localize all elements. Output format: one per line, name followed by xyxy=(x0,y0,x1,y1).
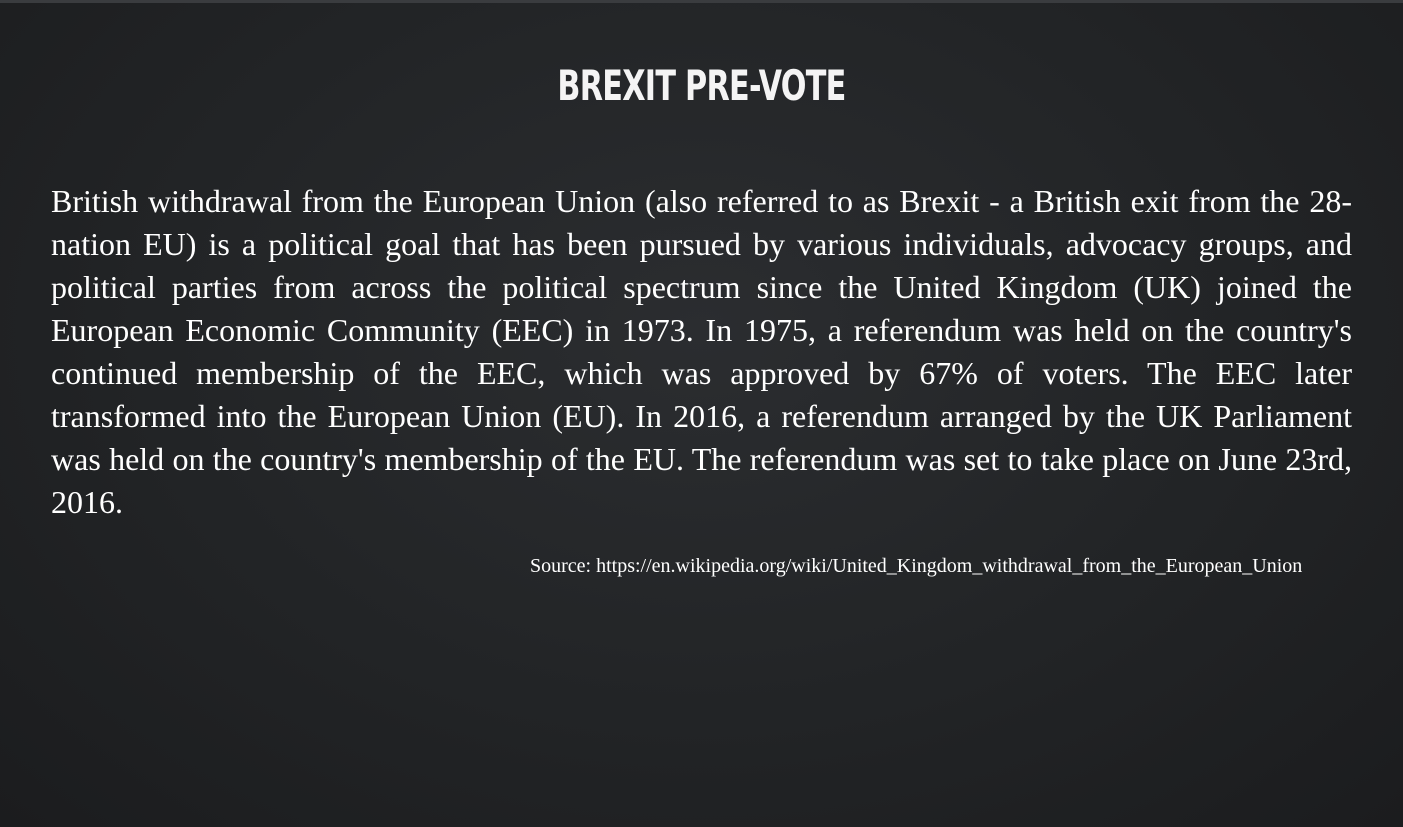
window-top-border xyxy=(0,0,1403,3)
source-citation: Source: https://en.wikipedia.org/wiki/Un… xyxy=(530,555,1303,577)
slide-title: BREXIT PRE-VOTE xyxy=(557,61,846,110)
slide-body-text: British withdrawal from the European Uni… xyxy=(51,183,1352,520)
